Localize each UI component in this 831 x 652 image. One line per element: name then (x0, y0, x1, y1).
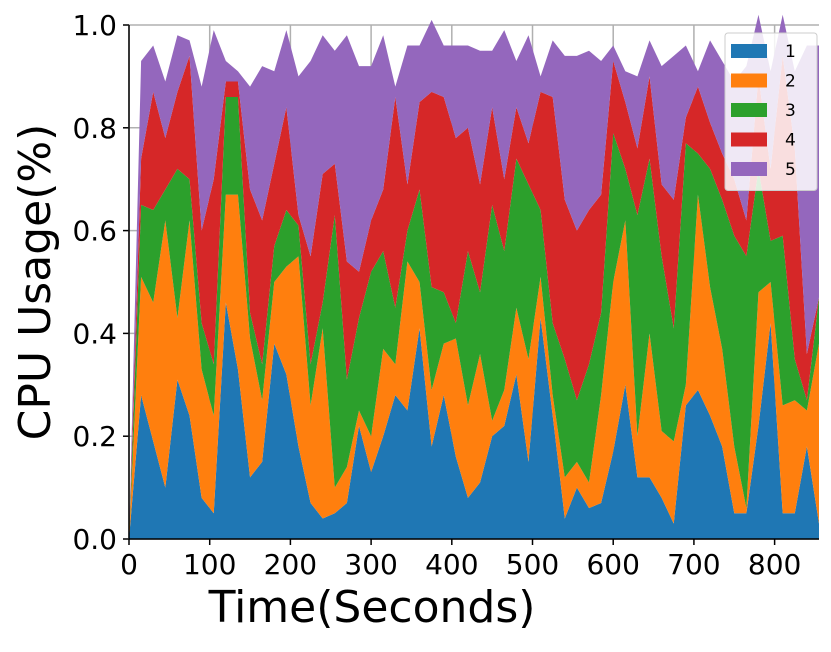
x-tick-label: 800 (748, 548, 801, 581)
y-tick-label: 0.6 (72, 215, 117, 248)
x-tick-label: 200 (264, 548, 317, 581)
y-tick-label: 1.0 (72, 9, 117, 42)
x-tick-label: 700 (667, 548, 720, 581)
area (129, 302, 819, 539)
x-tick-label: 300 (344, 548, 397, 581)
legend: 1 2 3 4 5 (724, 32, 818, 191)
x-axis-label: Time(Seconds) (208, 582, 536, 633)
y-tick-label: 0.0 (72, 523, 117, 556)
legend-swatch (731, 162, 767, 176)
x-tick-label: 600 (586, 548, 639, 581)
y-tick-label: 0.4 (72, 317, 117, 350)
x-tick-label: 400 (425, 548, 478, 581)
legend-box (724, 32, 818, 191)
x-tick-label: 100 (183, 548, 236, 581)
legend-label: 1 (785, 42, 796, 62)
y-tick-label: 0.8 (72, 112, 117, 145)
area (129, 96, 819, 540)
x-tick-label: 500 (506, 548, 559, 581)
legend-swatch (731, 73, 767, 88)
y-axis-label: CPU Usage(%) (10, 124, 61, 441)
legend-label: 5 (785, 160, 796, 180)
area (129, 14, 819, 540)
legend-swatch (731, 103, 767, 117)
legend-swatch (731, 44, 767, 58)
legend-label: 4 (785, 131, 796, 151)
legend-swatch (731, 132, 767, 147)
area (129, 55, 819, 540)
legend-label: 3 (785, 101, 796, 121)
y-tick-label: 0.2 (72, 420, 117, 453)
area (129, 194, 819, 539)
legend-label: 2 (785, 72, 796, 92)
x-tick-label: 0 (120, 548, 138, 581)
